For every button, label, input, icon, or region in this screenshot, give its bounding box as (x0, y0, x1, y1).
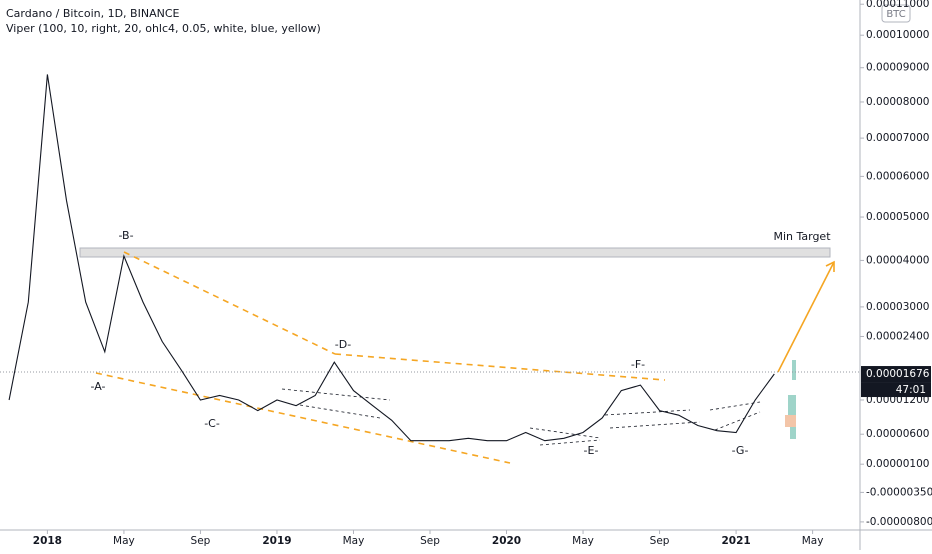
y-tick-label: 0.00008000 (866, 96, 929, 108)
y-tick-label: 0.00000600 (866, 428, 929, 440)
y-tick-label: 0.00005000 (866, 211, 929, 223)
annotation: -E- (584, 444, 599, 457)
y-tick-label: 0.00011000 (866, 0, 929, 10)
last-price-label: 0.00001676 (866, 368, 930, 380)
y-tick-label: -0.00000350 (866, 486, 932, 498)
annotation: -D- (335, 338, 351, 351)
x-tick-label: Sep (420, 535, 440, 547)
drawings (0, 247, 860, 464)
x-tick-label: 2018 (33, 535, 62, 547)
currency-badge[interactable] (881, 4, 911, 23)
currency-label: BTC (886, 9, 905, 20)
volume-profile (785, 360, 796, 439)
target-zone (79, 247, 831, 258)
series (8, 74, 775, 442)
y-tick-label: 0.00007000 (866, 132, 929, 144)
annotation: Min Target (773, 230, 831, 243)
target-arrow (777, 261, 835, 373)
last-price-box (861, 366, 931, 383)
trend-lines (95, 251, 666, 464)
annotation: -F- (631, 358, 645, 371)
x-tick-label: Sep (191, 535, 211, 547)
annotation: -A- (91, 380, 106, 393)
y-tick-label: -0.00000800 (866, 516, 932, 528)
annotation: -G- (732, 444, 749, 457)
annotation: -B- (118, 229, 133, 242)
x-tick-label: 2021 (721, 535, 750, 547)
chart-title: Cardano / Bitcoin, 1D, BINANCE (6, 7, 180, 20)
arrow-head (825, 260, 835, 272)
y-tick-label: 0.00004000 (866, 254, 929, 266)
y-tick-label: 0.00009000 (866, 62, 929, 74)
price-line (8, 74, 775, 442)
y-tick-label: 0.00010000 (866, 29, 929, 41)
x-tick-label: May (572, 535, 594, 547)
y-tick-label: 0.00003000 (866, 301, 929, 313)
x-tick-label: Sep (650, 535, 670, 547)
x-tick-label: May (343, 535, 365, 547)
x-tick-label: May (802, 535, 824, 547)
x-tick-label: May (113, 535, 135, 547)
annotation: -C- (204, 417, 220, 430)
x-tick-label: 2019 (262, 535, 291, 547)
y-tick-label: 0.00002400 (866, 330, 929, 342)
countdown-box (861, 382, 931, 398)
chart-subtitle: Viper (100, 10, right, 20, ohlc4, 0.05, … (6, 22, 321, 35)
x-tick-label: 2020 (492, 535, 521, 547)
countdown-label: 47:01 (896, 384, 926, 396)
wedge-lines (281, 388, 761, 446)
y-tick-label: 0.00006000 (866, 170, 929, 182)
y-tick-label: 0.00000100 (866, 458, 929, 470)
